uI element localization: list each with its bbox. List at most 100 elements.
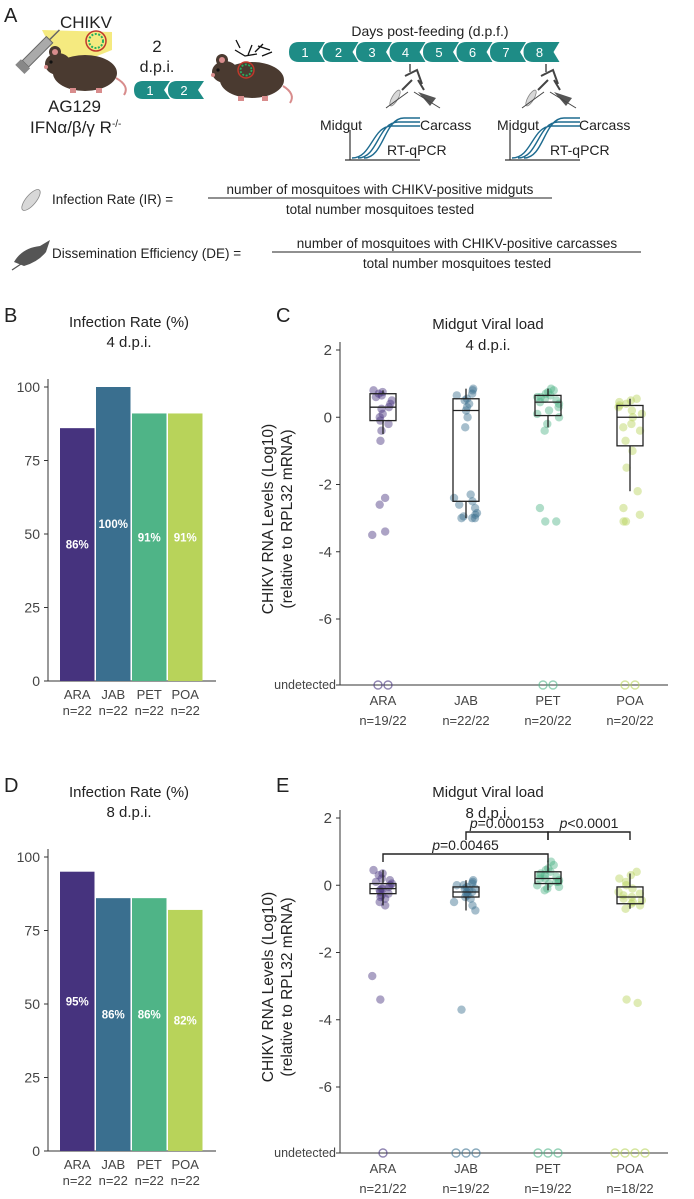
undetected-point-PET [553, 1148, 563, 1158]
y-tick-label: 25 [24, 600, 40, 616]
box-POA [616, 886, 644, 905]
y-tick-label: 50 [24, 996, 40, 1012]
bar-ARA [60, 871, 95, 1151]
undetected-point-POA [640, 1148, 650, 1158]
y-axis-label-line2: (relative to RPL32 mRNA) [279, 897, 296, 1076]
data-point-POA [622, 463, 631, 472]
data-point-POA [621, 877, 631, 887]
bar-value-label: 100% [99, 519, 128, 531]
panel-c-letter: C [276, 305, 290, 327]
data-point-ARA [375, 500, 384, 509]
data-point-PET [552, 517, 561, 526]
data-point-PET [541, 517, 550, 526]
data-point-ARA [371, 877, 381, 887]
day8-dissection: Midgut Carcass RT-qPCR [497, 64, 630, 161]
panel-d-letter: D [4, 775, 18, 797]
data-point-POA [621, 904, 630, 913]
bar-chart-subtitle: 4 d.p.i. [106, 334, 151, 351]
panel-b-bar-chart: Infection Rate (%) 4 d.p.i. 0 25 50 75 100 86% A… [17, 314, 216, 718]
y-tick-label: -6 [319, 1079, 332, 1096]
x-tick-label: PET [137, 687, 162, 702]
panel-e-box-plot: Midgut Viral load 8 d.p.i. CHIKV RNA Level… [260, 784, 668, 1196]
day8-rtqpcr-label: RT-qPCR [550, 142, 610, 158]
mouse-strain-label: AG129 [48, 97, 101, 116]
day4-carcass-label: Carcass [420, 117, 471, 133]
dpf-day-7-label: 7 [502, 45, 509, 60]
mouse-genotype-label: IFNα/β/γ R-/- [30, 118, 121, 137]
data-point-POA [637, 409, 647, 419]
x-tick-label: POA [172, 687, 200, 702]
data-point-POA [632, 867, 641, 876]
data-point-JAB [471, 906, 480, 915]
data-point-ARA [387, 396, 397, 405]
x-tick-label: ARA [370, 1161, 397, 1176]
data-point-POA [627, 406, 637, 415]
data-point-JAB [470, 503, 480, 513]
y-axis-label-line1: CHIKV RNA Levels (Log10) [260, 892, 277, 1082]
undetected-point-POA [610, 1148, 620, 1158]
data-point-PET [535, 870, 545, 880]
x-tick-label: JAB [101, 1157, 125, 1172]
panel-c-box-plot: Midgut Viral load 4 d.p.i. CHIKV RNA Level… [260, 316, 668, 728]
undetected-point-PET [543, 1148, 553, 1158]
day8-midgut-label: Midgut [497, 117, 539, 133]
dpi-day-2-label: 2 [180, 83, 187, 98]
data-point-POA [615, 874, 624, 883]
data-point-ARA [378, 409, 387, 419]
data-point-ARA [380, 901, 390, 910]
day4-midgut-label: Midgut [320, 117, 362, 133]
dpf-day-4-label: 4 [402, 45, 409, 60]
data-point-JAB [449, 897, 459, 907]
data-point-JAB [468, 877, 477, 887]
p-symbol: p [431, 837, 440, 853]
data-point-PET [549, 860, 558, 870]
n-label: n=18/22 [606, 1181, 653, 1196]
data-point-JAB [468, 901, 477, 910]
bar-value-label: 91% [174, 532, 197, 544]
data-point-ARA [375, 897, 384, 907]
p-value: =0.00465 [440, 837, 499, 853]
data-point-JAB [452, 391, 461, 400]
data-point-ARA [371, 392, 381, 402]
data-point-JAB [461, 423, 470, 432]
bar-JAB [96, 898, 131, 1151]
data-point-POA [621, 436, 630, 445]
ir-numerator: number of mosquitoes with CHIKV-positive… [227, 182, 534, 197]
panel-d-bar-chart: Infection Rate (%) 8 d.p.i. 0 25 50 75 100 95% A… [17, 784, 216, 1188]
data-point-ARA [368, 530, 377, 540]
ir-label: Infection Rate (IR) = [52, 192, 173, 207]
y-tick-label: 25 [24, 1070, 40, 1086]
data-point-PET [543, 884, 552, 893]
undetected-point-JAB [461, 1148, 471, 1158]
undetected-point-JAB [471, 1148, 481, 1158]
n-label: n=22 [171, 703, 200, 718]
p-symbol: p [469, 815, 478, 831]
day8-carcass-label: Carcass [579, 117, 630, 133]
data-point-ARA [385, 876, 395, 885]
y-axis-label-line2: (relative to RPL32 mRNA) [279, 429, 296, 608]
data-point-ARA [376, 436, 385, 445]
data-point-JAB [464, 399, 474, 408]
data-point-POA [619, 423, 628, 432]
dpf-day-6-shape [456, 42, 493, 62]
data-point-PET [532, 409, 542, 419]
dpi-label: d.p.i. [140, 59, 175, 76]
p-value-label: p=0.00465 [431, 837, 499, 853]
y-tick-label: 2 [324, 810, 332, 827]
data-point-PET [549, 386, 558, 395]
data-point-POA [627, 419, 636, 429]
data-point-JAB [457, 513, 466, 523]
bar-value-label: 95% [66, 996, 89, 1008]
x-tick-label: JAB [454, 1161, 478, 1176]
data-point-POA [637, 896, 647, 905]
data-point-JAB [469, 384, 478, 393]
bar-chart-subtitle: 8 d.p.i. [106, 804, 151, 821]
de-denominator: total number mosquitoes tested [363, 256, 551, 271]
data-point-ARA [376, 995, 385, 1004]
data-point-ARA [380, 493, 390, 503]
mouse-genotype-text: IFNα/β/γ R [30, 118, 112, 137]
data-point-POA [615, 397, 624, 407]
mouse-icon [44, 46, 127, 96]
n-label: n=19/22 [524, 1181, 571, 1196]
